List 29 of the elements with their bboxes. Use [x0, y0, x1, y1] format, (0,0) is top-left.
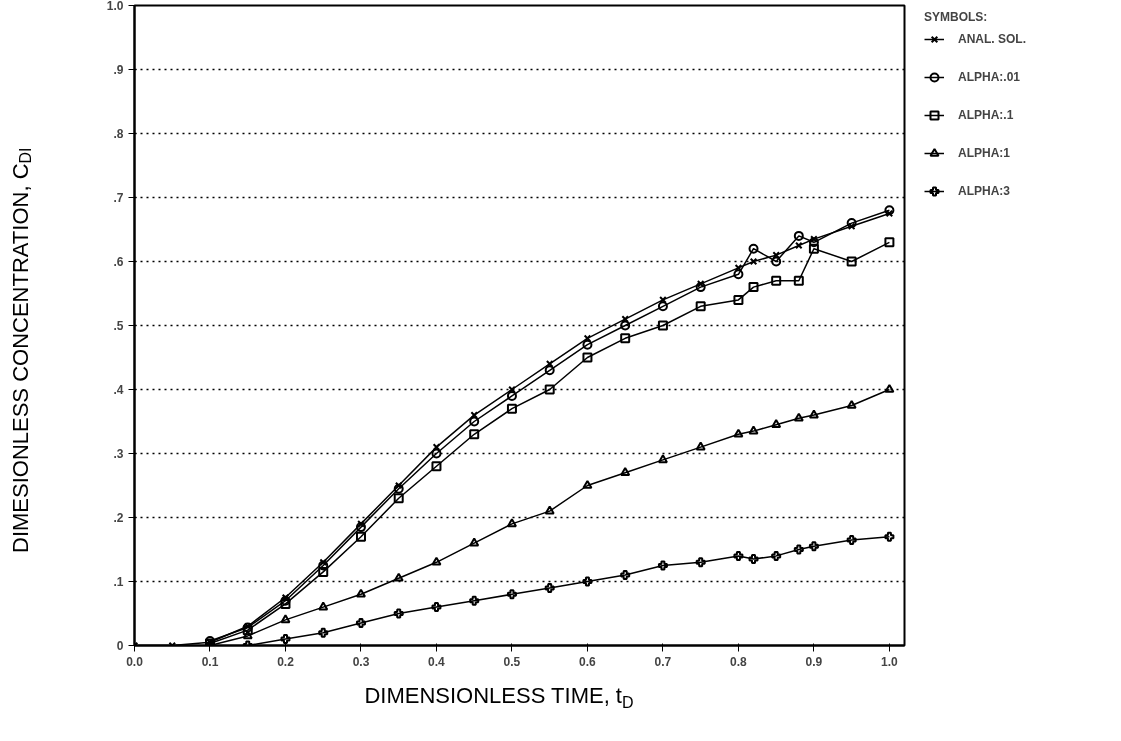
y-tick-label: 0 — [116, 639, 124, 653]
legend-title: SYMBOLS: — [924, 10, 989, 24]
x-tick-label: 0.9 — [805, 654, 823, 669]
y-tick-label: .2 — [113, 511, 124, 525]
y-tick-label: .4 — [113, 383, 124, 397]
y-tick-label: 1.0 — [106, 0, 124, 13]
y-tick-label: .6 — [113, 255, 124, 269]
x-tick-label: 0.8 — [730, 654, 748, 669]
x-tick-label: 0.1 — [201, 654, 219, 669]
x-tick-label: 0.7 — [654, 654, 672, 669]
x-tick-label: 1.0 — [881, 654, 899, 669]
legend-label: ALPHA:.1 — [958, 108, 1014, 122]
x-axis-title: DIMENSIONLESS TIME, t$_{D}$ — [364, 682, 634, 714]
x-tick-label: 0.2 — [277, 654, 295, 669]
x-tick-label: 0.6 — [579, 654, 597, 669]
legend-label: ANAL. SOL. — [958, 32, 1026, 46]
x-tick-label: 0.4 — [428, 654, 446, 669]
y-tick-label: .7 — [113, 191, 124, 205]
x-tick-label: 0.5 — [503, 654, 521, 669]
legend-label: ALPHA:.01 — [958, 70, 1021, 84]
y-tick-label: .5 — [113, 319, 124, 333]
y-tick-label: .1 — [113, 575, 124, 589]
x-tick-label: 0.3 — [352, 654, 370, 669]
y-tick-label: .9 — [113, 63, 124, 77]
y-tick-label: .8 — [113, 127, 124, 141]
y-tick-label: .3 — [113, 447, 124, 461]
x-tick-label: 0.0 — [126, 654, 144, 669]
legend-label: ALPHA:1 — [958, 146, 1011, 160]
legend-label: ALPHA:3 — [958, 184, 1011, 198]
